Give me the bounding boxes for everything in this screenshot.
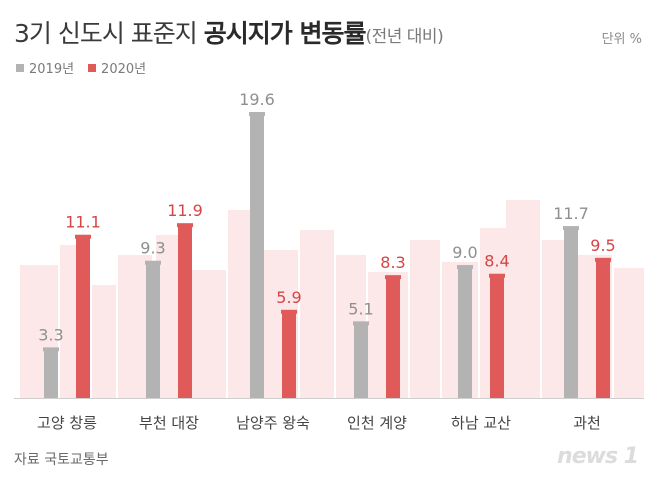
- data-label-2019-1: 9.3: [140, 239, 165, 258]
- legend: 2019년 2020년: [16, 58, 146, 77]
- category-label-3: 인천 계양: [347, 414, 407, 432]
- legend-item-2019: 2019년: [16, 58, 74, 77]
- data-label-2020-1: 11.9: [167, 201, 203, 220]
- bar-2019-4: [458, 268, 472, 398]
- bar-2020-0: [76, 237, 90, 398]
- chart-title: 3기 신도시 표준지 공시지가 변동률(전년 대비): [14, 14, 444, 50]
- skyline-building: [186, 270, 226, 398]
- bar-cap-2020-3: [385, 275, 401, 280]
- bar-2020-3: [386, 278, 400, 398]
- bar-cap-2019-5: [563, 226, 579, 231]
- category-label-5: 과천: [573, 414, 601, 432]
- legend-item-2020: 2020년: [88, 58, 146, 77]
- legend-label-2019: 2019년: [29, 62, 75, 77]
- bars-group: [43, 112, 611, 398]
- news1-logo: news 1: [557, 444, 639, 469]
- bar-2019-2: [250, 115, 264, 398]
- city-skyline-background: [20, 200, 644, 398]
- bar-cap-2020-0: [75, 234, 91, 239]
- bar-2020-2: [282, 312, 296, 398]
- skyline-building: [410, 240, 440, 398]
- data-label-2019-3: 5.1: [348, 299, 373, 318]
- bar-cap-2019-1: [145, 260, 161, 265]
- data-label-2019-2: 19.6: [239, 90, 275, 109]
- skyline-building: [92, 285, 116, 398]
- category-label-0: 고양 창릉: [37, 414, 97, 432]
- bar-2019-0: [44, 350, 58, 398]
- category-label-4: 하남 교산: [451, 414, 511, 432]
- source-label: 자료 국토교통부: [14, 452, 109, 468]
- skyline-building: [614, 268, 644, 398]
- data-label-2019-4: 9.0: [452, 243, 477, 262]
- legend-swatch-2020: [88, 63, 97, 72]
- skyline-building: [506, 200, 540, 398]
- unit-label: 단위 %: [601, 32, 642, 47]
- bar-2020-1: [178, 226, 192, 398]
- bar-2019-1: [146, 263, 160, 398]
- data-label-2020-3: 8.3: [380, 253, 405, 272]
- bar-cap-2019-3: [353, 321, 369, 326]
- bar-2019-3: [354, 324, 368, 398]
- title-main: 3기 신도시 표준지: [14, 19, 204, 48]
- category-label-1: 부천 대장: [139, 414, 199, 432]
- category-label-2: 남양주 왕숙: [236, 414, 310, 432]
- title-sub: (전년 대비): [365, 27, 444, 47]
- legend-swatch-2019: [16, 63, 24, 72]
- data-label-2019-0: 3.3: [38, 325, 63, 344]
- data-label-2020-2: 5.9: [276, 288, 301, 307]
- data-label-2020-0: 11.1: [65, 213, 101, 232]
- skyline-building: [300, 230, 334, 398]
- bar-cap-2019-2: [249, 112, 265, 116]
- bar-cap-2020-4: [489, 273, 505, 278]
- data-labels-group: 3.3 9.3 19.6 5.1 9.0 11.7 11.1 11.9 5.9 8.3 8.4 9.5: [38, 90, 615, 344]
- bar-cap-2020-1: [177, 223, 193, 228]
- bar-2020-4: [490, 276, 504, 398]
- legend-label-2020: 2020년: [101, 62, 147, 77]
- bar-cap-2020-2: [281, 309, 297, 314]
- data-label-2020-5: 9.5: [590, 236, 615, 255]
- category-labels-group: 고양 창릉 부천 대장 남양주 왕숙 인천 계양 하남 교산 과천: [37, 414, 601, 432]
- bar-cap-2019-0: [43, 347, 59, 352]
- bar-2020-5: [596, 260, 610, 398]
- bar-2019-5: [564, 229, 578, 398]
- bar-cap-2020-5: [595, 257, 611, 262]
- bar-cap-2019-4: [457, 265, 473, 270]
- data-label-2019-5: 11.7: [553, 204, 589, 223]
- title-bold: 공시지가 변동률: [203, 19, 367, 48]
- data-label-2020-4: 8.4: [484, 252, 509, 271]
